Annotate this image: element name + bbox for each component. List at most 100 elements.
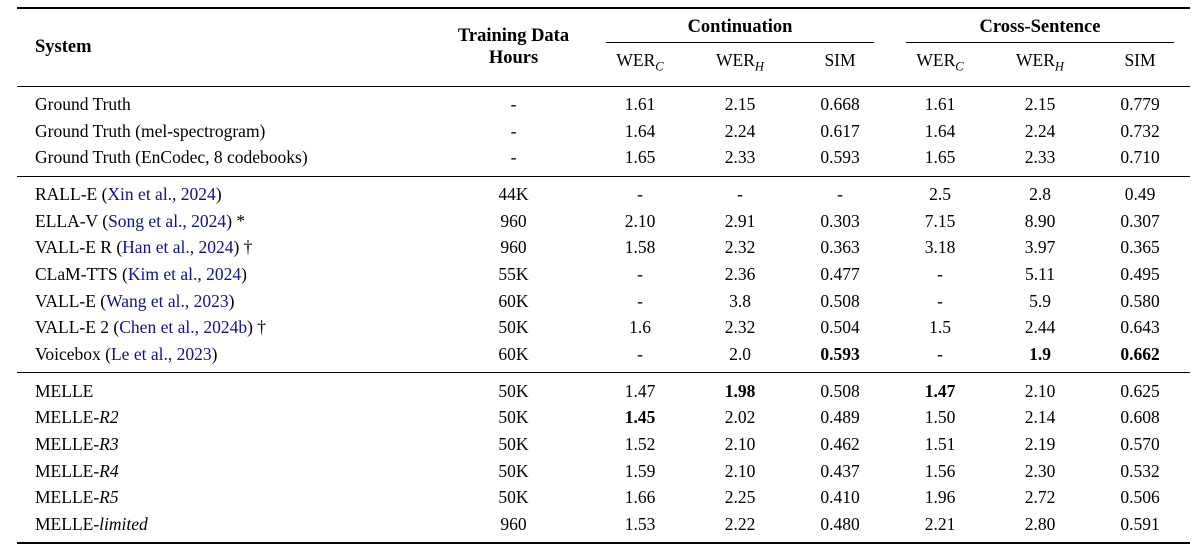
system-name-text: VALL-E R ( bbox=[35, 237, 123, 258]
metric-cell: 0.662 bbox=[1120, 343, 1160, 364]
metric-cell: 0.437 bbox=[820, 460, 860, 481]
metric-cell: - bbox=[737, 184, 743, 205]
metric-cell: 0.779 bbox=[1120, 94, 1160, 114]
metric-cell: 5.9 bbox=[1029, 290, 1051, 311]
metric-cell: 1.61 bbox=[624, 94, 656, 114]
metric-cell: 0.307 bbox=[1120, 210, 1160, 231]
system-name-text: MELLE bbox=[35, 380, 94, 401]
metric-cell: 0.710 bbox=[1120, 147, 1160, 168]
metric-cell: 0.593 bbox=[820, 147, 860, 168]
metric-cell: 0.49 bbox=[1124, 184, 1156, 205]
metric-cell: 0.643 bbox=[1120, 317, 1160, 338]
table-row: VALL-E (Wang et al., 2023) 60K - 3.8 0.508 - 5… bbox=[17, 287, 1190, 314]
system-name-text: MELLE- bbox=[35, 460, 100, 481]
column-header-wer-c: WERC bbox=[890, 43, 990, 86]
metric-cell: 0.608 bbox=[1120, 407, 1160, 428]
system-cell: ELLA-V (Song et al., 2024) * bbox=[17, 207, 437, 234]
system-name-text: CLaM-TTS ( bbox=[35, 263, 128, 284]
system-name-variant: limited bbox=[99, 513, 148, 534]
citation-link[interactable]: Kim et al., 2024 bbox=[127, 263, 242, 284]
metric-cell: 0.477 bbox=[820, 263, 860, 284]
citation-link[interactable]: Han et al., 2024 bbox=[122, 237, 234, 258]
table-row: Ground Truth - 1.61 2.15 0.668 1.61 2.15 0.779 bbox=[17, 86, 1190, 117]
system-cell: MELLE-R5 bbox=[17, 484, 437, 511]
metric-cell: 1.56 bbox=[924, 460, 956, 481]
metric-cell: 2.33 bbox=[724, 147, 756, 168]
metric-subscript: C bbox=[655, 59, 664, 74]
citation-link[interactable]: Chen et al., 2024b bbox=[119, 317, 248, 338]
metric-cell: 1.47 bbox=[924, 380, 956, 401]
system-cell: MELLE-R3 bbox=[17, 431, 437, 458]
system-cell: Voicebox (Le et al., 2023) bbox=[17, 340, 437, 372]
table-row: MELLE-R2 50K 1.45 2.02 0.489 1.50 2.14 0.608 bbox=[17, 404, 1190, 431]
metric-cell: 0.591 bbox=[1120, 513, 1160, 534]
metric-cell: 1.9 bbox=[1029, 343, 1051, 364]
metric-cell: 3.97 bbox=[1024, 237, 1056, 258]
metric-cell: 2.30 bbox=[1024, 460, 1056, 481]
citation-link[interactable]: Wang et al., 2023 bbox=[106, 290, 229, 311]
metric-cell: 7.15 bbox=[924, 210, 956, 231]
system-cell: MELLE-R4 bbox=[17, 457, 437, 484]
metric-cell: 0.508 bbox=[820, 380, 860, 401]
column-header-wer-c: WERC bbox=[590, 43, 690, 86]
system-name-variant: R4 bbox=[99, 460, 119, 481]
metric-cell: 1.96 bbox=[924, 487, 956, 508]
system-cell: Ground Truth (EnCodec, 8 codebooks) bbox=[17, 144, 437, 176]
system-name-text: MELLE- bbox=[35, 407, 100, 428]
training-hours-cell: 50K bbox=[498, 380, 529, 401]
table-row: Ground Truth (EnCodec, 8 codebooks) - 1.65… bbox=[17, 144, 1190, 176]
metric-cell: 0.732 bbox=[1120, 120, 1160, 141]
group-header-cross-sentence: Cross-Sentence bbox=[890, 8, 1190, 43]
training-hours-cell: 960 bbox=[500, 210, 527, 231]
table-row: VALL-E R (Han et al., 2024) † 960 1.58 2.32… bbox=[17, 234, 1190, 261]
system-cell: MELLE-limited bbox=[17, 510, 437, 543]
citation-link[interactable]: Song et al., 2024 bbox=[108, 210, 227, 231]
metric-cell: 1.5 bbox=[929, 317, 951, 338]
metric-cell: 5.11 bbox=[1025, 263, 1055, 284]
metric-cell: 1.59 bbox=[624, 460, 656, 481]
column-header-wer-h: WERH bbox=[690, 43, 790, 86]
metric-base: WER bbox=[1016, 50, 1055, 70]
system-name-text: MELLE- bbox=[35, 433, 100, 454]
group-header-continuation: Continuation bbox=[590, 8, 890, 43]
metric-cell: 0.668 bbox=[820, 94, 860, 114]
metric-cell: 2.10 bbox=[724, 433, 756, 454]
training-hours-cell: 50K bbox=[498, 317, 529, 338]
system-name-text: ) * bbox=[226, 210, 246, 231]
system-name-text: ELLA-V ( bbox=[35, 210, 109, 231]
metric-cell: 2.36 bbox=[724, 263, 756, 284]
system-cell: Ground Truth (mel-spectrogram) bbox=[17, 117, 437, 144]
metric-cell: 2.15 bbox=[1024, 94, 1056, 114]
system-name-text: Voicebox ( bbox=[35, 343, 111, 364]
metric-cell: 0.495 bbox=[1120, 263, 1160, 284]
system-name-variant: R5 bbox=[99, 487, 119, 508]
metric-cell: 0.506 bbox=[1120, 487, 1160, 508]
metric-cell: - bbox=[637, 184, 643, 205]
training-hours-cell: 44K bbox=[498, 184, 529, 205]
system-cell: MELLE bbox=[17, 373, 437, 404]
metric-header-row: WERC WERH SIM WERC WERH SIM bbox=[17, 43, 1190, 86]
table-header: System Training Data Hours Continuation … bbox=[17, 8, 1191, 86]
training-hours-cell: 50K bbox=[498, 487, 529, 508]
section-melle: MELLE 50K 1.47 1.98 0.508 1.47 2.10 0.625 MELLE-… bbox=[17, 372, 1191, 543]
system-cell: VALL-E R (Han et al., 2024) † bbox=[17, 234, 437, 261]
citation-link[interactable]: Xin et al., 2024 bbox=[107, 184, 216, 205]
metric-cell: 2.10 bbox=[624, 210, 656, 231]
system-name-text: VALL-E 2 ( bbox=[35, 317, 120, 338]
training-hours-cell: - bbox=[510, 147, 517, 168]
metric-cell: 0.570 bbox=[1120, 433, 1160, 454]
metric-cell: 8.90 bbox=[1024, 210, 1056, 231]
metric-cell: - bbox=[637, 343, 643, 364]
system-cell: VALL-E (Wang et al., 2023) bbox=[17, 287, 437, 314]
metric-cell: 0.462 bbox=[820, 433, 860, 454]
table-row: MELLE-R3 50K 1.52 2.10 0.462 1.51 2.19 0.570 bbox=[17, 431, 1190, 458]
system-name-text: VALL-E ( bbox=[35, 290, 107, 311]
table-row: Ground Truth (mel-spectrogram) - 1.64 2.24 0… bbox=[17, 117, 1190, 144]
metric-cell: 1.51 bbox=[924, 433, 956, 454]
system-name-variant: R2 bbox=[99, 407, 119, 428]
metric-base: SIM bbox=[824, 50, 856, 70]
table-row: Voicebox (Le et al., 2023) 60K - 2.0 0.593 - 1… bbox=[17, 340, 1190, 372]
citation-link[interactable]: Le et al., 2023 bbox=[110, 343, 212, 364]
table-row: MELLE-R5 50K 1.66 2.25 0.410 1.96 2.72 0.506 bbox=[17, 484, 1190, 511]
